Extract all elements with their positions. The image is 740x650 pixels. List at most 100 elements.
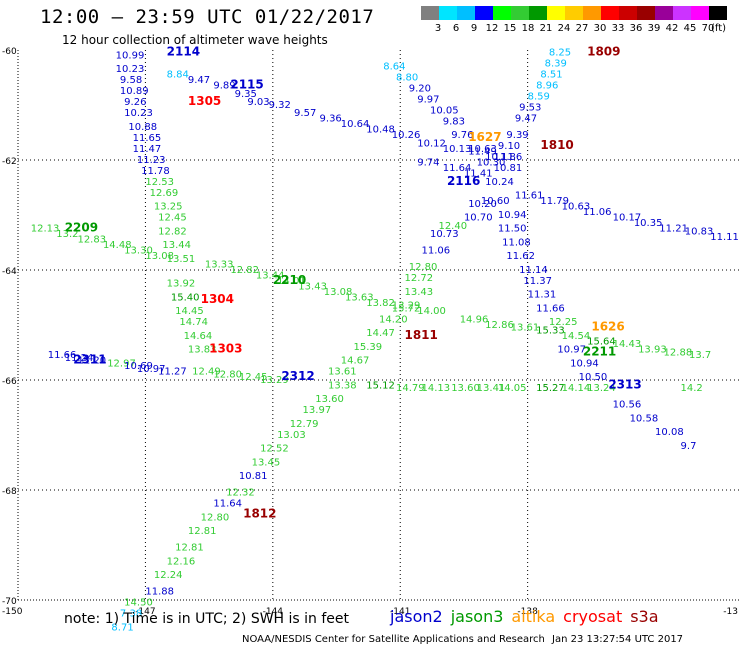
swh-value-label: 11.08 [502,237,531,248]
swh-value-label: 13.33 [205,259,234,270]
swh-value-label: 12.88 [664,347,693,358]
pass-time-label: 2211 [583,344,616,358]
pass-time-label: 1811 [404,328,437,342]
swh-value-label: 14.48 [103,240,132,251]
swh-value-label: 12.80 [409,262,438,273]
swh-value-label: 11.64 [213,499,242,510]
swh-value-label: 10.05 [430,105,459,116]
swh-value-label: 11.20 [77,356,106,367]
swh-value-label: 13.43 [404,287,433,298]
swh-value-label: 11.21 [659,224,688,235]
swh-value-label: 15.27 [536,383,565,394]
swh-value-label: 10.83 [685,226,714,237]
swh-value-label: 8.84 [167,70,189,81]
color-tick: 21 [539,23,553,34]
swh-value-label: 13.38 [328,380,357,391]
swh-value-label: 9.26 [124,97,146,108]
swh-value-label: 13.82 [366,298,395,309]
swh-value-label: 13.2 [56,229,78,240]
color-tick: 30 [593,23,607,34]
swh-value-label: 11.79 [540,196,569,207]
swh-value-label: 14.64 [184,331,213,342]
swh-value-label: 10.13 [443,144,472,155]
swh-value-label: 12.52 [260,444,289,455]
swh-value-label: 13.51 [167,254,196,265]
page-subtitle: 12 hour collection of altimeter wave hei… [62,33,328,47]
swh-value-label: 10.48 [366,125,395,136]
swh-value-label: 15.12 [366,380,395,391]
color-swatch [421,6,439,20]
swh-value-label: 12.49 [192,367,221,378]
swh-value-label: 10.50 [579,372,608,383]
swh-value-label: 12.81 [175,543,204,554]
color-tick: 9 [470,23,478,34]
swh-value-label: 10.81 [239,471,268,482]
color-tick: 15 [503,23,517,34]
pass-time-label: 2210 [273,273,306,287]
swh-value-label: 13.08 [324,287,353,298]
swh-value-label: 15.33 [536,325,565,336]
swh-value-label: 13.29 [260,375,289,386]
swh-value-label: 12.69 [150,188,179,199]
swh-value-label: 11.78 [141,166,170,177]
swh-value-label: 13.63 [345,292,374,303]
swh-value-label: 13.44 [256,270,285,281]
color-swatch [709,6,727,20]
swh-value-label: 11.62 [506,251,535,262]
pass-time-label: 2116 [447,174,480,188]
swh-value-label: 13.24 [587,383,616,394]
swh-value-label: 12.45 [239,372,268,383]
axis-layer: -60 -62 -64 -66 -68 -70 -147 -144 -141 -138 -150 -1… [2,47,738,617]
swh-value-label: 11.11 [710,232,739,243]
swh-value-label: 11.88 [145,587,174,598]
swh-value-label: 13.7 [689,350,711,361]
swh-value-label: 9.74 [417,158,439,169]
swh-value-label: 14.43 [613,339,642,350]
swh-value-label: 12.82 [158,226,187,237]
swh-value-label: 10.60 [481,196,510,207]
swh-value-label: 14.01 [277,276,306,287]
swh-value-label: 15.64 [587,336,616,347]
color-tick: 33 [611,23,625,34]
swh-value-label: 7.38 [120,609,142,620]
lat-tick-label: -64 [2,267,17,277]
swh-value-label: 10.69 [124,361,153,372]
swh-value-label: 9.7 [681,441,697,452]
swh-value-label: 10.12 [417,138,446,149]
swh-value-label: 12.13 [31,224,60,235]
swh-value-label: 12.72 [404,273,433,284]
pass-time-label: 2114 [167,45,200,59]
swh-value-label: 13.41 [477,383,506,394]
swh-value-label: 9.10 [498,141,520,152]
grid-layer [17,50,740,601]
swh-value-label: 12.40 [438,221,467,232]
pass-time-label: 2312 [281,369,314,383]
swh-value-label: 10.81 [494,163,523,174]
swh-value-label: 13.30 [124,246,153,257]
swh-value-label: 11.41 [464,169,493,180]
swh-value-label: 11.27 [158,367,187,378]
swh-value-label: 10.89 [120,86,149,97]
pass-time-label: 1809 [587,45,620,59]
pass-time-label: 1810 [540,138,573,152]
swh-value-label: 14.00 [417,306,446,317]
swh-value-label: 14.79 [396,383,425,394]
swh-value-label: 10.23 [124,108,153,119]
lat-tick-label: -70 [2,597,17,607]
swh-value-label: 10.56 [613,400,642,411]
color-swatch [565,6,583,20]
color-swatch [475,6,493,20]
swh-value-label: 9.58 [120,75,142,86]
swh-value-label: 11.66 [48,350,77,361]
swh-value-label: 10.94 [570,358,599,369]
pass-time-label: 2209 [65,221,98,235]
swh-value-label: 14.20 [379,314,408,325]
lon-tick-label: -147 [135,607,155,617]
swh-value-label: 10.63 [562,202,591,213]
page-title: 12:00 – 23:59 UTC 01/22/2017 [40,6,375,28]
lon-edge-label-right: -13 [723,607,738,617]
swh-value-label: 12.82 [230,265,259,276]
color-swatch [637,6,655,20]
swh-value-label: 9.97 [417,94,439,105]
swh-value-label: 12.25 [549,317,578,328]
